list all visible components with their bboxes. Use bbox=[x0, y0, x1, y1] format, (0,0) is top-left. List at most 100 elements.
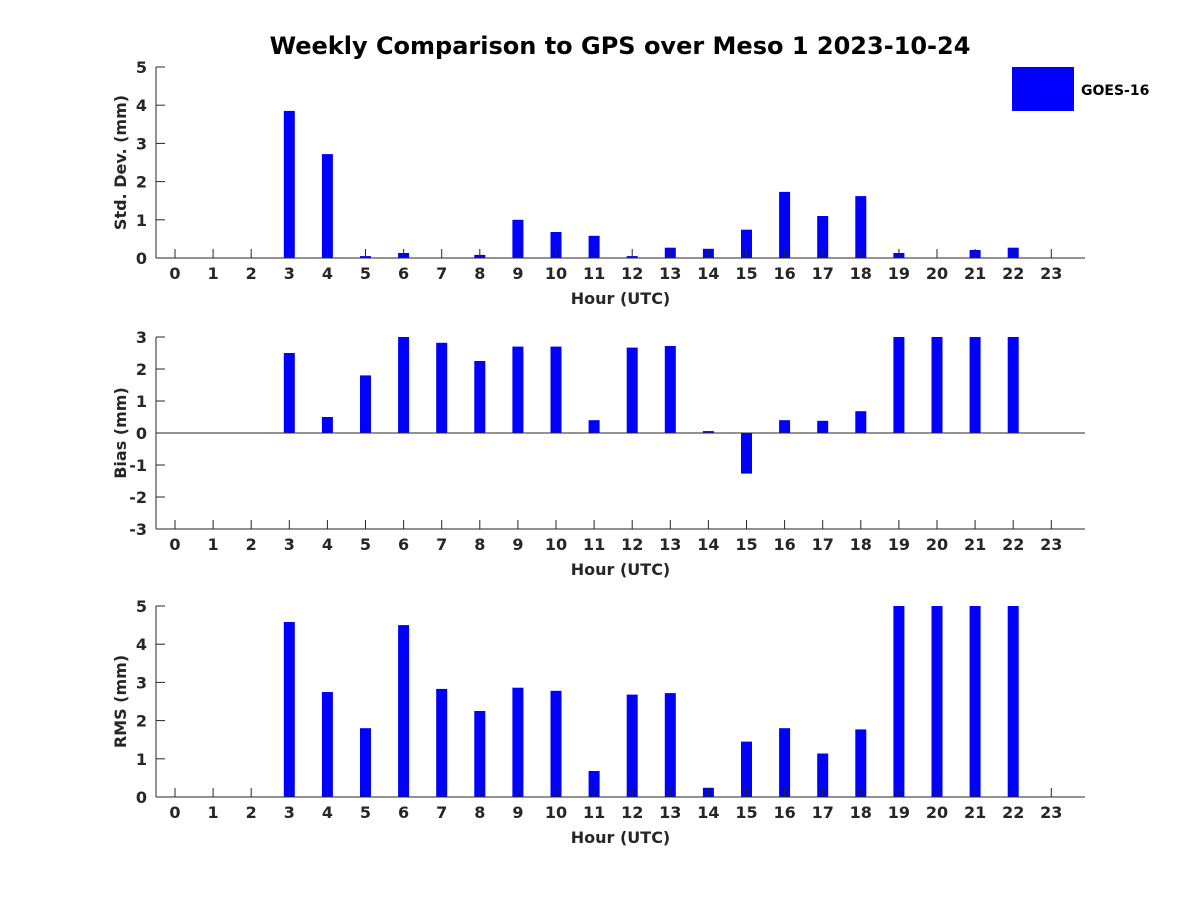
x-tick-label: 14 bbox=[697, 803, 719, 822]
x-tick-label: 23 bbox=[1040, 803, 1062, 822]
x-tick-label: 9 bbox=[512, 535, 523, 554]
bar-hour-3 bbox=[283, 622, 295, 797]
bar-hour-5 bbox=[360, 728, 371, 797]
x-tick-label: 20 bbox=[926, 264, 948, 283]
bar-hour-3 bbox=[283, 353, 295, 433]
y-tick-label: 2 bbox=[136, 360, 147, 379]
bar-hour-17 bbox=[817, 216, 829, 258]
std-dev-panel: 0 1 2 3 4 5 6 7 8 9 10 11 12 13 14 15 16 17 18 19 20 21 22 2301… bbox=[111, 58, 1085, 308]
bar-hour-9 bbox=[512, 219, 524, 258]
x-tick-label: 18 bbox=[850, 535, 872, 554]
bar-hour-21 bbox=[969, 337, 981, 433]
bar-hour-18 bbox=[855, 196, 867, 258]
bar-hour-9 bbox=[512, 346, 524, 433]
x-tick-label: 17 bbox=[812, 535, 834, 554]
bar-hour-20 bbox=[931, 337, 943, 433]
bar-hour-6 bbox=[398, 337, 410, 433]
x-tick-label: 13 bbox=[659, 803, 681, 822]
bar-hour-12 bbox=[626, 347, 638, 433]
y-tick-label: 5 bbox=[136, 597, 147, 616]
bar-hour-15 bbox=[741, 433, 752, 474]
x-tick-label: 5 bbox=[360, 264, 371, 283]
y-tick-label: 2 bbox=[136, 712, 147, 731]
bar-hour-6 bbox=[398, 625, 410, 797]
figure-title: Weekly Comparison to GPS over Meso 1 202… bbox=[270, 32, 971, 60]
x-tick-label: 21 bbox=[964, 535, 986, 554]
bar-hour-21 bbox=[969, 606, 981, 797]
x-tick-label: 23 bbox=[1040, 535, 1062, 554]
x-tick-label: 22 bbox=[1002, 803, 1024, 822]
bar-hour-8 bbox=[474, 711, 486, 797]
bar-hour-4 bbox=[321, 417, 333, 433]
y-tick-label: 1 bbox=[136, 211, 147, 230]
x-tick-label: 14 bbox=[697, 535, 719, 554]
x-tick-label: 10 bbox=[545, 264, 567, 283]
y-tick-label: 2 bbox=[136, 173, 147, 192]
y-tick-label: 0 bbox=[136, 788, 147, 807]
x-tick-label: 8 bbox=[474, 803, 485, 822]
x-tick-label: 15 bbox=[735, 264, 757, 283]
bar-hour-8 bbox=[474, 361, 486, 433]
bar-hour-19 bbox=[893, 337, 905, 433]
legend-swatch-goes-16 bbox=[1012, 67, 1074, 111]
x-tick-label: 7 bbox=[436, 803, 447, 822]
x-tick-label: 23 bbox=[1040, 264, 1062, 283]
bar-hour-17 bbox=[817, 420, 829, 433]
x-tick-label: 13 bbox=[659, 535, 681, 554]
y-tick-label: 3 bbox=[136, 673, 147, 692]
bar-hour-4 bbox=[321, 692, 333, 797]
bar-hour-16 bbox=[779, 420, 791, 433]
x-tick-label: 6 bbox=[398, 264, 409, 283]
x-tick-label: 6 bbox=[398, 535, 409, 554]
x-tick-label: 22 bbox=[1002, 535, 1024, 554]
x-tick-label: 7 bbox=[436, 535, 447, 554]
bar-hour-15 bbox=[741, 741, 752, 797]
x-tick-label: 2 bbox=[246, 803, 257, 822]
x-tick-label: 19 bbox=[888, 803, 910, 822]
x-tick-label: 17 bbox=[812, 264, 834, 283]
x-tick-label: 18 bbox=[850, 803, 872, 822]
y-tick-label: 5 bbox=[136, 58, 147, 77]
x-tick-label: 14 bbox=[697, 264, 719, 283]
bar-hour-16 bbox=[779, 191, 791, 258]
x-tick-label: 20 bbox=[926, 803, 948, 822]
y-tick-label: -1 bbox=[129, 456, 147, 475]
bias-panel: 0 1 2 3 4 5 6 7 8 9 10 11 12 13 14 15 16 17 18 19 20 21 22 23-3… bbox=[111, 328, 1085, 579]
x-tick-label: 21 bbox=[964, 803, 986, 822]
bar-hour-7 bbox=[436, 342, 448, 433]
bar-hour-4 bbox=[321, 154, 333, 258]
bar-hour-11 bbox=[588, 420, 600, 433]
x-tick-label: 0 bbox=[169, 803, 180, 822]
y-tick-label: 3 bbox=[136, 134, 147, 153]
x-tick-label: 11 bbox=[583, 803, 605, 822]
rms-panel: 0 1 2 3 4 5 6 7 8 9 10 11 12 13 14 15 16 17 18 19 20 21 22 2301… bbox=[111, 597, 1085, 847]
x-tick-label: 1 bbox=[208, 264, 219, 283]
x-tick-label: 12 bbox=[621, 535, 643, 554]
x-tick-label: 11 bbox=[583, 535, 605, 554]
legend: GOES-16 bbox=[1012, 67, 1149, 111]
x-axis-label: Hour (UTC) bbox=[571, 289, 671, 308]
x-tick-label: 17 bbox=[812, 803, 834, 822]
x-tick-label: 2 bbox=[246, 535, 257, 554]
x-tick-label: 6 bbox=[398, 803, 409, 822]
x-tick-label: 10 bbox=[545, 803, 567, 822]
bar-hour-17 bbox=[817, 753, 829, 797]
x-tick-label: 20 bbox=[926, 535, 948, 554]
y-tick-label: -2 bbox=[129, 488, 147, 507]
bar-hour-10 bbox=[550, 346, 562, 433]
y-tick-label: 1 bbox=[136, 392, 147, 411]
x-tick-label: 15 bbox=[735, 803, 757, 822]
x-tick-label: 11 bbox=[583, 264, 605, 283]
x-tick-label: 16 bbox=[773, 803, 795, 822]
bar-hour-18 bbox=[855, 411, 867, 433]
y-tick-label: 4 bbox=[136, 96, 147, 115]
bar-hour-13 bbox=[664, 346, 676, 433]
x-tick-label: 4 bbox=[322, 264, 333, 283]
x-tick-label: 7 bbox=[436, 264, 447, 283]
y-tick-label: 1 bbox=[136, 750, 147, 769]
x-tick-label: 19 bbox=[888, 264, 910, 283]
x-tick-label: 12 bbox=[621, 264, 643, 283]
x-tick-label: 16 bbox=[773, 535, 795, 554]
x-tick-label: 10 bbox=[545, 535, 567, 554]
bar-hour-16 bbox=[779, 728, 791, 797]
